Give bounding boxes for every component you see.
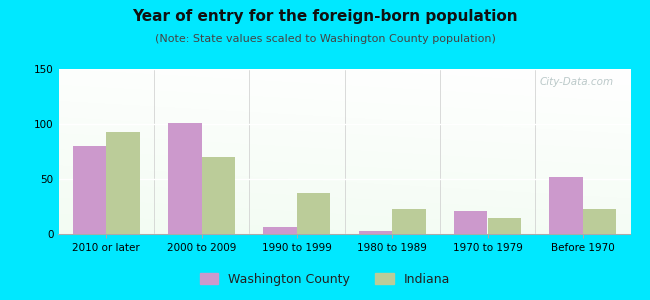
Bar: [106, 132, 140, 234]
Bar: [168, 123, 202, 234]
Text: City-Data.com: City-Data.com: [540, 77, 614, 87]
Text: (Note: State values scaled to Washington County population): (Note: State values scaled to Washington…: [155, 34, 495, 44]
Bar: [454, 211, 488, 234]
Bar: [583, 209, 616, 234]
Bar: [202, 157, 235, 234]
Bar: [488, 218, 521, 234]
Legend: Washington County, Indiana: Washington County, Indiana: [194, 268, 456, 291]
Bar: [263, 227, 297, 234]
Bar: [359, 231, 392, 234]
Bar: [392, 209, 426, 234]
Text: Year of entry for the foreign-born population: Year of entry for the foreign-born popul…: [132, 9, 518, 24]
Bar: [73, 146, 106, 234]
Bar: [297, 193, 330, 234]
Bar: [549, 177, 583, 234]
